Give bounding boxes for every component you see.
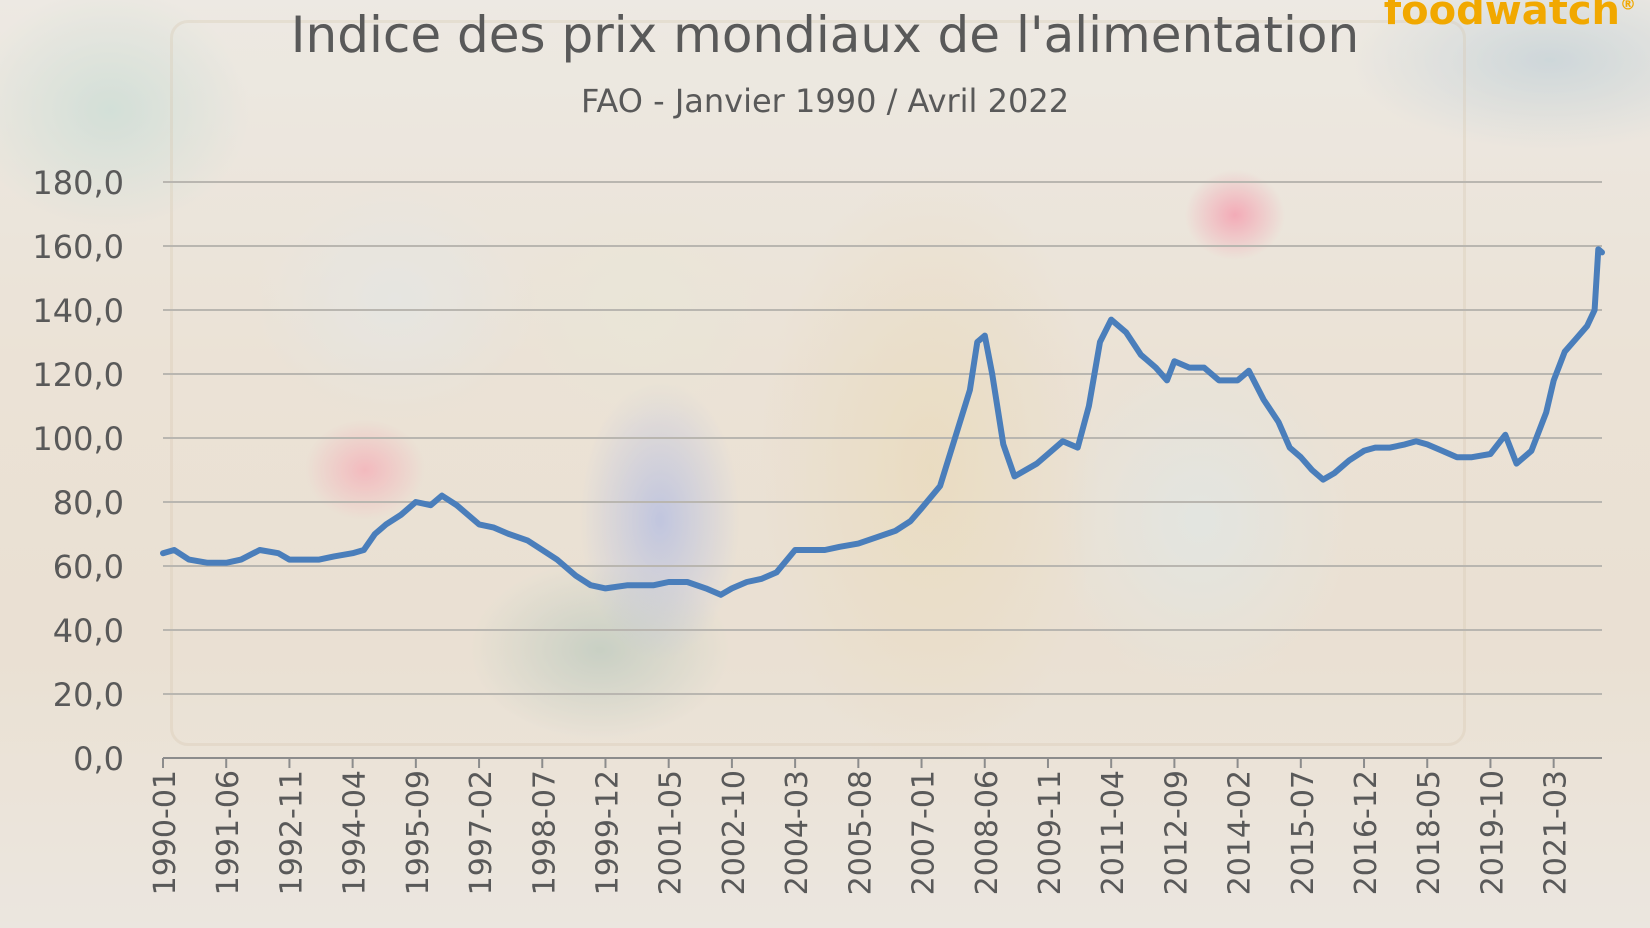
x-tick-label: 2014-02: [1223, 770, 1258, 895]
x-tick-label: 2001-05: [654, 770, 689, 895]
y-tick-label: 20,0: [53, 676, 124, 714]
y-axis-ticks: 0,0 20,0 40,0 60,0 80,0 100,0 120,0 140,0 160,0 1…: [32, 164, 124, 778]
y-tick-label: 60,0: [53, 548, 124, 586]
gridlines: [163, 181, 1602, 695]
x-tick-label: 2009-11: [1033, 770, 1068, 895]
series-group: [160, 246, 1605, 598]
x-tick-label: 2019-10: [1475, 770, 1510, 895]
y-tick-label: 180,0: [32, 164, 124, 202]
x-tick-label: 2018-05: [1412, 770, 1447, 895]
foodwatch-logo: foodwatch®: [1383, 0, 1636, 34]
x-tick-label: 1998-07: [527, 770, 562, 895]
x-tick-label: 1991-06: [211, 770, 246, 895]
y-tick-label: 40,0: [53, 612, 124, 650]
y-tick-label: 160,0: [32, 228, 124, 266]
cardboard-box: [170, 20, 1466, 746]
x-tick-label: 2011-04: [1096, 770, 1131, 895]
x-tick-label: 1990-01: [148, 770, 183, 895]
series-line: [160, 246, 1605, 598]
x-tick-label: 2016-12: [1349, 770, 1384, 895]
y-tick-label: 120,0: [32, 356, 124, 394]
x-tick-label: 2008-06: [970, 770, 1005, 895]
y-tick-label: 100,0: [32, 420, 124, 458]
y-tick-label: 0,0: [73, 740, 124, 778]
x-axis-ticks: 1990-01 1991-06 1992-11 1994-04 1995-09 1997-…: [148, 758, 1574, 895]
x-tick-label: 2004-03: [780, 770, 815, 895]
chart-subtitle: FAO - Janvier 1990 / Avril 2022: [580, 82, 1070, 120]
x-tick-label: 2002-10: [717, 770, 752, 895]
x-tick-label: 1994-04: [338, 770, 373, 895]
x-tick-label: 1992-11: [274, 770, 309, 895]
x-tick-label: 2021-03: [1539, 770, 1574, 895]
x-tick-label: 2005-08: [843, 770, 878, 895]
y-tick-label: 80,0: [53, 484, 124, 522]
x-tick-label: 2012-09: [1159, 770, 1194, 895]
x-tick-label: 2007-01: [907, 770, 942, 895]
x-tick-label: 1995-09: [401, 770, 436, 895]
x-tick-label: 2015-07: [1286, 770, 1321, 895]
x-tick-label: 1997-02: [464, 770, 499, 895]
y-tick-label: 140,0: [32, 292, 124, 330]
chart-title: Indice des prix mondiaux de l'alimentati…: [290, 6, 1360, 64]
x-tick-label: 1999-12: [590, 770, 625, 895]
